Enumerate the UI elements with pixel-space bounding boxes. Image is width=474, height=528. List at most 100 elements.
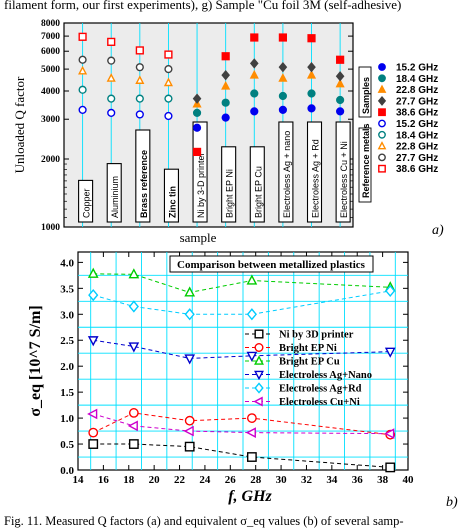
y-tick-label: 0.5 [60,439,74,451]
y-tick-label: 6000 [41,47,60,57]
y-tick-label: 1.0 [60,413,74,425]
data-point [106,73,116,82]
legend-marker [253,396,263,407]
legend-marker [254,343,264,353]
data-point [128,300,139,313]
legend-marker [377,141,387,150]
category-label-box [192,121,208,223]
legend-group-label: Reference metals [361,123,371,198]
y-tick-label: 3.0 [60,309,74,321]
legend-label: 27.7 GHz [396,153,438,164]
data-point [88,439,99,449]
data-point [78,32,87,41]
data-point [192,147,202,157]
x-tick-label: 26 [225,474,237,486]
x-tick-label: 38 [377,474,389,486]
legend-group-label: Samples [361,77,371,114]
data-point [184,308,195,321]
category-label: Electroless Ag + Rd [311,139,321,218]
data-point [184,441,195,452]
data-point [307,104,316,113]
legend-label: Electroless Ag+Nano [279,370,372,381]
data-point [249,58,259,69]
chart-a: 1000 2000 3000 4000 5000 6000 7000 8000 Unloaded… [12,19,438,245]
chart-b: 14 16 18 20 22 24 26 28 30 32 34 36 38 40 0.0 0.5 1.0 1.5… [27,251,414,505]
data-point [336,107,345,116]
legend-marker [378,74,386,83]
x-tick-label: 28 [250,474,262,486]
legend-marker [378,164,386,173]
legend-marker [254,329,264,339]
x-tick-label: 16 [98,474,110,486]
data-point [78,65,88,75]
legend-marker [254,355,264,365]
data-point [183,425,194,437]
y-tick-label: 4000 [41,87,60,97]
data-point [278,61,288,73]
data-point [135,75,145,84]
data-point [107,108,116,117]
data-point [278,91,287,101]
data-point [78,105,87,114]
legend-label: 38.6 GHz [396,108,438,119]
data-point [87,267,99,278]
data-point [246,452,257,462]
data-point [88,427,99,438]
legend-group-box [358,66,372,118]
data-point [184,354,196,365]
data-point [164,111,173,121]
data-point [192,93,202,104]
data-point [336,55,345,64]
data-point [246,351,258,362]
data-point [192,123,202,132]
category-label-box [135,129,151,223]
category-label: Electroless Ag + nano [282,131,292,218]
y-tick-label: 0.0 [60,465,74,477]
data-point [385,462,396,473]
data-point [78,85,87,94]
data-point [246,274,258,285]
data-point [246,413,257,423]
data-point [164,94,173,103]
data-point [221,98,230,107]
y-axis-label: Unloaded Q factor [12,76,27,173]
x-tick-label: 30 [276,474,288,486]
legend-marker [378,119,386,128]
legend-marker [378,108,386,117]
legend-marker [378,153,386,162]
data-point [336,95,345,105]
category-label: Copper [82,188,92,218]
data-point [306,69,317,79]
data-point [384,347,396,358]
legend-label: Electroless Ag+Rd [279,384,362,395]
y-tick-label: 1000 [41,223,60,233]
data-point [221,52,230,61]
data-point [250,33,259,42]
y-tick-label: 3000 [41,115,60,125]
legend-label: 15.2 GHz [396,63,438,74]
legend-marker [254,370,264,381]
legend-marker [378,130,386,139]
x-tick-label: 32 [301,474,313,486]
data-point [249,69,259,79]
legend-marker [377,84,387,93]
data-point [307,61,316,73]
category-label: Ni by 3-D printer [196,152,206,218]
category-label-box [335,121,351,223]
panel-b-label: b) [446,495,458,510]
data-point [164,65,173,74]
data-point [107,37,116,46]
data-point [221,113,230,122]
data-point [245,427,256,438]
data-point [135,110,144,119]
category-label-box [163,168,179,223]
category-label-box [78,179,94,223]
data-point [278,105,287,114]
category-label-box [106,163,122,223]
caption-top: filament form, our first experiments), g… [4,0,401,12]
title-box [169,255,374,273]
data-point [192,108,202,117]
data-point [335,78,345,88]
category-label: Zinc tin [167,186,177,218]
legend-label: 38.6 GHz [396,164,438,175]
